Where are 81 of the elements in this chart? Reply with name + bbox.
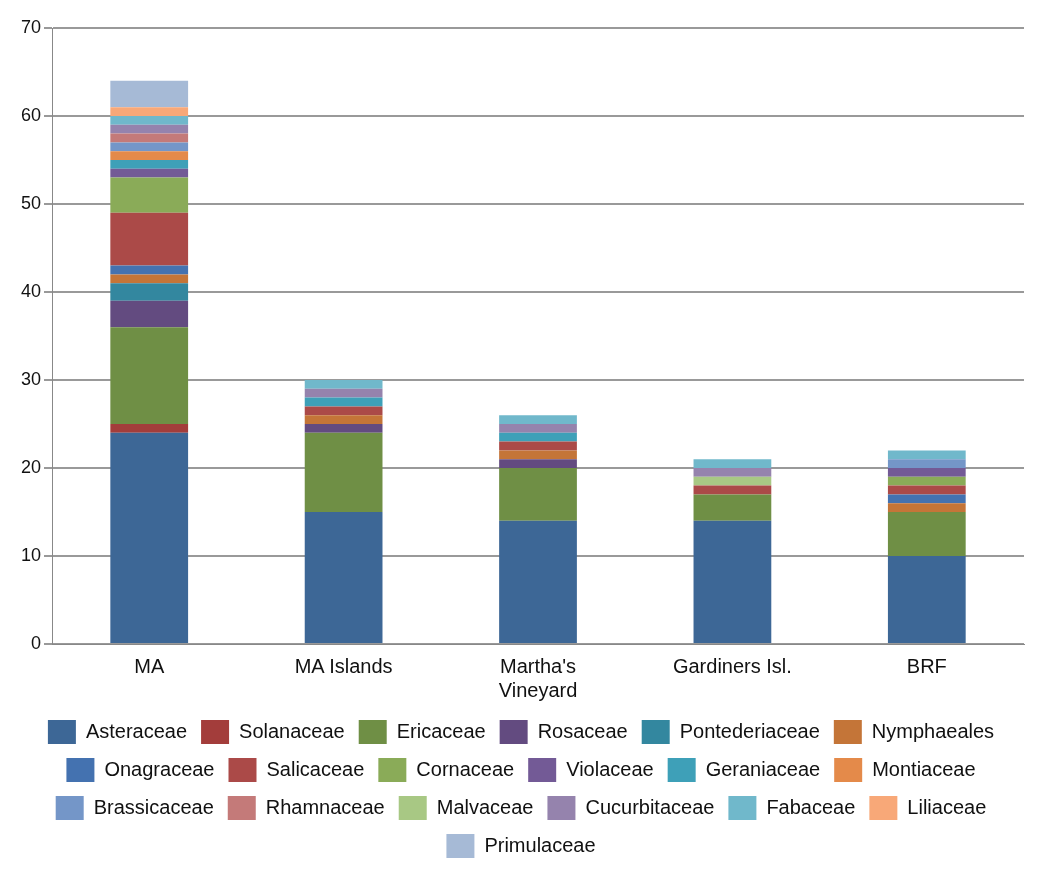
bar — [304, 424, 383, 433]
legend-label: Fabaceae — [766, 795, 856, 818]
bar — [110, 107, 189, 116]
bar — [887, 494, 966, 504]
bar — [110, 168, 189, 178]
bar — [693, 476, 772, 486]
bar — [110, 142, 189, 152]
legend-label: Rosaceae — [537, 719, 628, 742]
bar — [887, 556, 966, 643]
bar — [304, 512, 383, 643]
bar — [110, 432, 189, 643]
bar — [304, 415, 383, 424]
legend-label: Liliaceae — [907, 795, 987, 818]
bar — [499, 459, 577, 468]
bar — [887, 476, 966, 486]
bar — [304, 397, 383, 407]
bar — [499, 415, 577, 424]
bar — [110, 80, 189, 108]
bar — [110, 300, 189, 328]
bar — [110, 133, 189, 143]
x-tick-label: Gardiners Isl. — [672, 654, 792, 677]
legend-label: Montiaceae — [872, 757, 976, 780]
y-tick-label: 10 — [20, 544, 42, 565]
x-tick-label: MA — [134, 654, 165, 677]
bar — [304, 432, 383, 512]
bar — [499, 520, 577, 643]
bar — [693, 468, 772, 477]
bar — [887, 485, 966, 495]
legend-label: Geraniaceae — [705, 757, 821, 780]
legend-label: Violaceae — [566, 757, 654, 780]
legend-label: Primulaceae — [484, 833, 596, 856]
legend-label: Nymphaeales — [871, 719, 995, 742]
bar — [693, 485, 772, 495]
x-tick-label: MA Islands — [294, 654, 393, 677]
bar — [110, 177, 189, 213]
legend-label: Cucurbitaceae — [585, 795, 715, 818]
bar — [110, 116, 189, 125]
bar — [693, 520, 772, 643]
bar — [887, 468, 966, 477]
legend-label: Brassicaceae — [93, 795, 214, 818]
bar — [110, 283, 189, 301]
y-tick-label: 30 — [20, 368, 42, 389]
bar — [887, 450, 966, 460]
legend-label: Rhamnaceae — [265, 795, 385, 818]
bar — [499, 441, 577, 451]
legend-label: Pontederiaceae — [679, 719, 820, 742]
bar — [110, 327, 189, 424]
y-tick-label: 60 — [20, 104, 42, 125]
bar — [110, 124, 189, 134]
x-tick-label: BRF — [906, 654, 947, 677]
bar — [110, 274, 189, 284]
y-tick-label: 50 — [20, 192, 42, 213]
bar — [887, 512, 966, 556]
bar — [693, 494, 772, 521]
legend-label: Malvaceae — [436, 795, 534, 818]
bar — [110, 151, 189, 160]
bar — [887, 503, 966, 512]
bar — [499, 468, 577, 521]
y-tick-label: 0 — [31, 632, 42, 653]
bar — [693, 459, 772, 468]
bar — [110, 265, 189, 275]
bar — [304, 380, 383, 389]
y-tick-label: 40 — [20, 280, 42, 301]
y-tick-label: 20 — [20, 456, 42, 477]
legend-label: Salicaceae — [266, 757, 365, 780]
legend-label: Ericaceae — [396, 719, 486, 742]
bar — [110, 424, 189, 433]
legend-label: Onagraceae — [104, 757, 215, 780]
legend-label: Cornaceae — [416, 757, 515, 780]
bar — [499, 424, 577, 433]
y-tick-label: 70 — [20, 16, 42, 37]
bar — [304, 388, 383, 398]
x-tick-label: Martha's Vineyard — [498, 654, 578, 701]
bar — [499, 432, 577, 442]
bar — [110, 212, 189, 266]
bar — [499, 450, 577, 460]
bar — [110, 160, 189, 169]
bar — [304, 406, 383, 416]
bar — [887, 459, 966, 468]
legend-label: Asteraceae — [85, 719, 188, 742]
legend-label: Solanaceae — [239, 719, 345, 742]
